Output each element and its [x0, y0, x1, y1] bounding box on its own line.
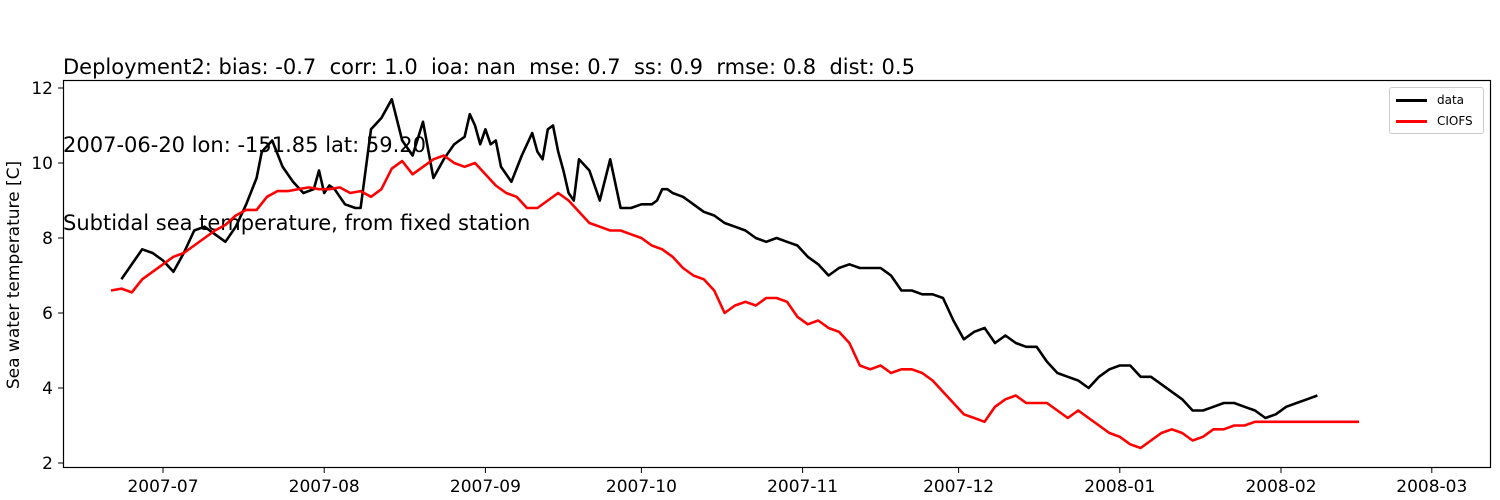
axes-frame [62, 79, 1492, 469]
y-tick-label: 2 [42, 454, 53, 474]
series-data-line [120, 98, 1318, 420]
y-axis: 2 4 6 8 10 12 [31, 79, 64, 474]
legend-item-ciofs: CIOFS [1396, 113, 1473, 129]
legend-label-ciofs: CIOFS [1437, 114, 1473, 128]
x-tick-label: 2007-11 [767, 477, 838, 497]
x-tick-label: 2008-02 [1245, 477, 1316, 497]
x-axis: 2007-07 2007-08 2007-09 2007-10 2007-11 2007-… [127, 467, 1467, 497]
title-line-stats: Deployment2: bias: -0.7 corr: 1.0 ioa: n… [63, 55, 915, 79]
series-ciofs-line [110, 154, 1359, 450]
y-tick-label: 4 [42, 379, 53, 399]
x-tick-label: 2008-01 [1084, 477, 1155, 497]
x-tick-label: 2007-09 [450, 477, 521, 497]
y-axis-label: Sea water temperature [C] [4, 161, 24, 389]
legend: data CIOFS [1389, 87, 1484, 134]
legend-label-data: data [1437, 93, 1465, 107]
x-tick-label: 2007-07 [127, 477, 198, 497]
title-line-location: 2007-06-20 lon: -151.85 lat: 59.20 [63, 133, 426, 157]
legend-swatch-data-icon [1396, 98, 1427, 102]
x-tick-label: 2007-12 [923, 477, 994, 497]
y-tick-label: 10 [31, 154, 53, 174]
x-tick-label: 2007-08 [289, 477, 360, 497]
chart-title: Deployment2: bias: -0.7 corr: 1.0 ioa: n… [63, 2, 915, 262]
y-tick-label: 6 [42, 304, 53, 324]
x-tick-label: 2007-10 [606, 477, 677, 497]
legend-swatch-ciofs-icon [1396, 119, 1427, 123]
x-tick-label: 2008-03 [1396, 477, 1467, 497]
y-tick-label: 8 [42, 229, 53, 249]
title-line-description: Subtidal sea temperature, from fixed sta… [63, 211, 531, 235]
y-tick-label: 12 [31, 79, 53, 99]
legend-item-data: data [1396, 92, 1464, 108]
